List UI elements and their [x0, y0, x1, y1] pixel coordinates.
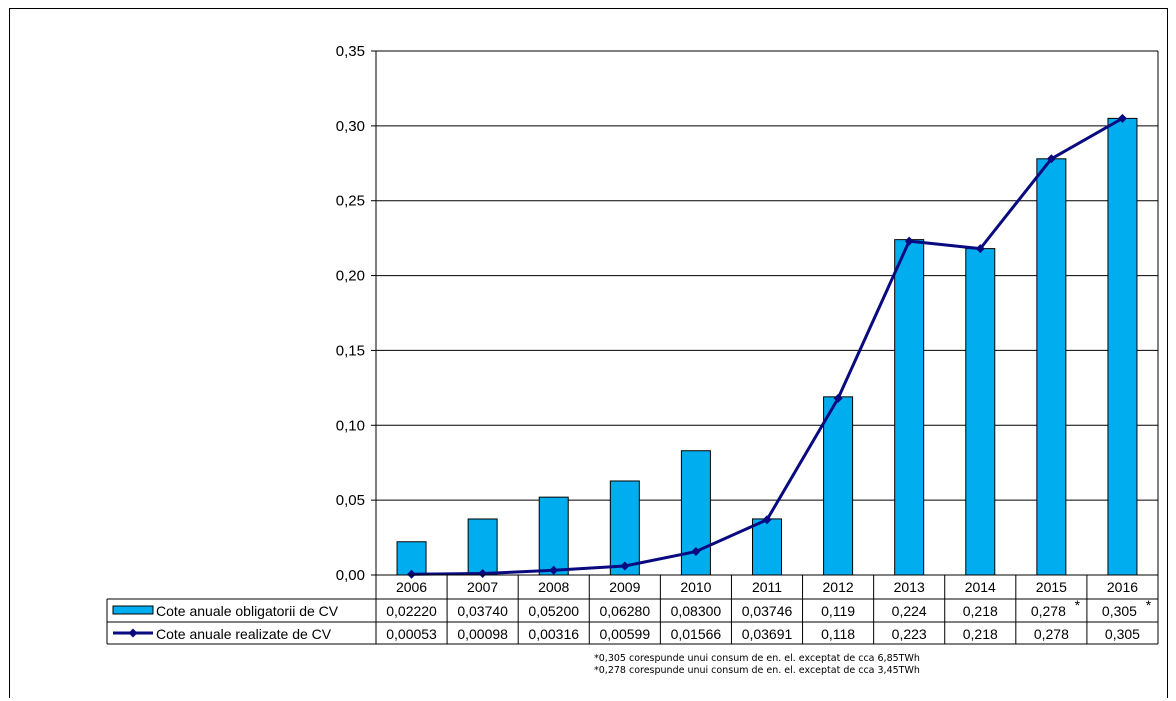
- line-marker: [549, 565, 559, 575]
- line-marker: [691, 547, 701, 557]
- bar: [467, 518, 498, 576]
- x-tick-label: 2008: [538, 579, 569, 595]
- x-tick-label: 2009: [609, 579, 640, 595]
- bar: [538, 496, 569, 576]
- bar: [680, 450, 711, 576]
- footnote-mark: *: [1146, 597, 1152, 613]
- line-marker: [762, 515, 772, 525]
- data-label: 0,278: [1034, 626, 1069, 642]
- bar: [396, 541, 427, 576]
- data-label: 0,305: [1105, 626, 1140, 642]
- x-tick-label: 2013: [894, 579, 925, 595]
- data-label: 0,224: [892, 603, 927, 619]
- footnotes: *0,305 corespunde unui consum de en. el.…: [594, 653, 920, 677]
- x-tick-label: 2012: [823, 579, 854, 595]
- line-marker: [478, 569, 488, 579]
- data-label: 0,305: [1102, 603, 1137, 619]
- x-tick-label: 2015: [1036, 579, 1067, 595]
- y-tick-label: 0,00: [336, 567, 365, 584]
- data-label: 0,01566: [671, 626, 722, 642]
- x-tick-label: 2014: [965, 579, 996, 595]
- y-tick-label: 0,20: [336, 268, 365, 285]
- x-tick-label: 2011: [752, 579, 782, 595]
- y-tick-label: 0,15: [336, 342, 365, 359]
- bar: [965, 248, 996, 576]
- bar: [1107, 117, 1138, 576]
- data-table: 2006 2007 2008 2009 2010 2011 2012 2013 2014 2015…: [106, 574, 1159, 645]
- line-marker: [975, 244, 985, 254]
- data-label: 0,223: [892, 626, 927, 642]
- legend-key-bar: [112, 605, 154, 615]
- data-label: 0,03691: [742, 626, 793, 642]
- y-tick-label: 0,30: [336, 118, 365, 135]
- data-label: 0,06280: [600, 603, 651, 619]
- data-label: 0,218: [963, 626, 998, 642]
- series-name: Cote anuale realizate de CV: [156, 626, 332, 642]
- data-label: 0,00053: [386, 626, 437, 642]
- bar: [752, 518, 782, 576]
- data-label: 0,00098: [457, 626, 508, 642]
- data-label: 0,218: [963, 603, 998, 619]
- data-label: 0,05200: [528, 603, 579, 619]
- data-label: 0,278: [1031, 603, 1066, 619]
- x-tick-label: 2007: [467, 579, 498, 595]
- legend-key-marker: [128, 628, 138, 638]
- data-label: 0,02220: [386, 603, 437, 619]
- data-label: 0,08300: [671, 603, 722, 619]
- x-tick-label: 2006: [396, 579, 427, 595]
- bar: [1036, 158, 1067, 576]
- line-marker: [620, 561, 630, 571]
- footnote-2: *0,278 corespunde unui consum de en. el.…: [594, 665, 920, 676]
- series-line: [411, 117, 1124, 576]
- y-tick-label: 0,05: [336, 492, 365, 509]
- x-tick-label: 2010: [680, 579, 711, 595]
- bar: [894, 239, 925, 576]
- bars: [396, 117, 1138, 576]
- bar: [609, 480, 640, 576]
- data-label: 0,119: [821, 603, 855, 619]
- y-tick-label: 0,25: [336, 193, 365, 210]
- y-tick-label: 0,35: [336, 43, 365, 60]
- y-axis: 0,00 0,05 0,10 0,15 0,20 0,25 0,30 0,35: [336, 43, 1159, 584]
- footnote-mark: *: [1075, 597, 1081, 613]
- line-marker: [1117, 113, 1127, 123]
- line-series: [407, 113, 1127, 579]
- chart-frame: [9, 8, 1168, 698]
- gridlines: [376, 50, 1158, 501]
- data-label: 0,03740: [457, 603, 508, 619]
- data-label: 0,00316: [528, 626, 579, 642]
- data-label: 0,118: [821, 626, 855, 642]
- x-tick-label: 2016: [1107, 579, 1138, 595]
- series-name: Cote anuale obligatorii de CV: [156, 603, 339, 619]
- y-tick-label: 0,10: [336, 417, 365, 434]
- line-marker: [833, 393, 843, 403]
- line-marker: [904, 236, 914, 246]
- data-label: 0,00599: [600, 626, 651, 642]
- footnote-1: *0,305 corespunde unui consum de en. el.…: [594, 653, 920, 664]
- bar: [823, 396, 854, 576]
- line-marker: [407, 569, 417, 579]
- line-marker: [1046, 154, 1056, 164]
- data-label: 0,03746: [742, 603, 793, 619]
